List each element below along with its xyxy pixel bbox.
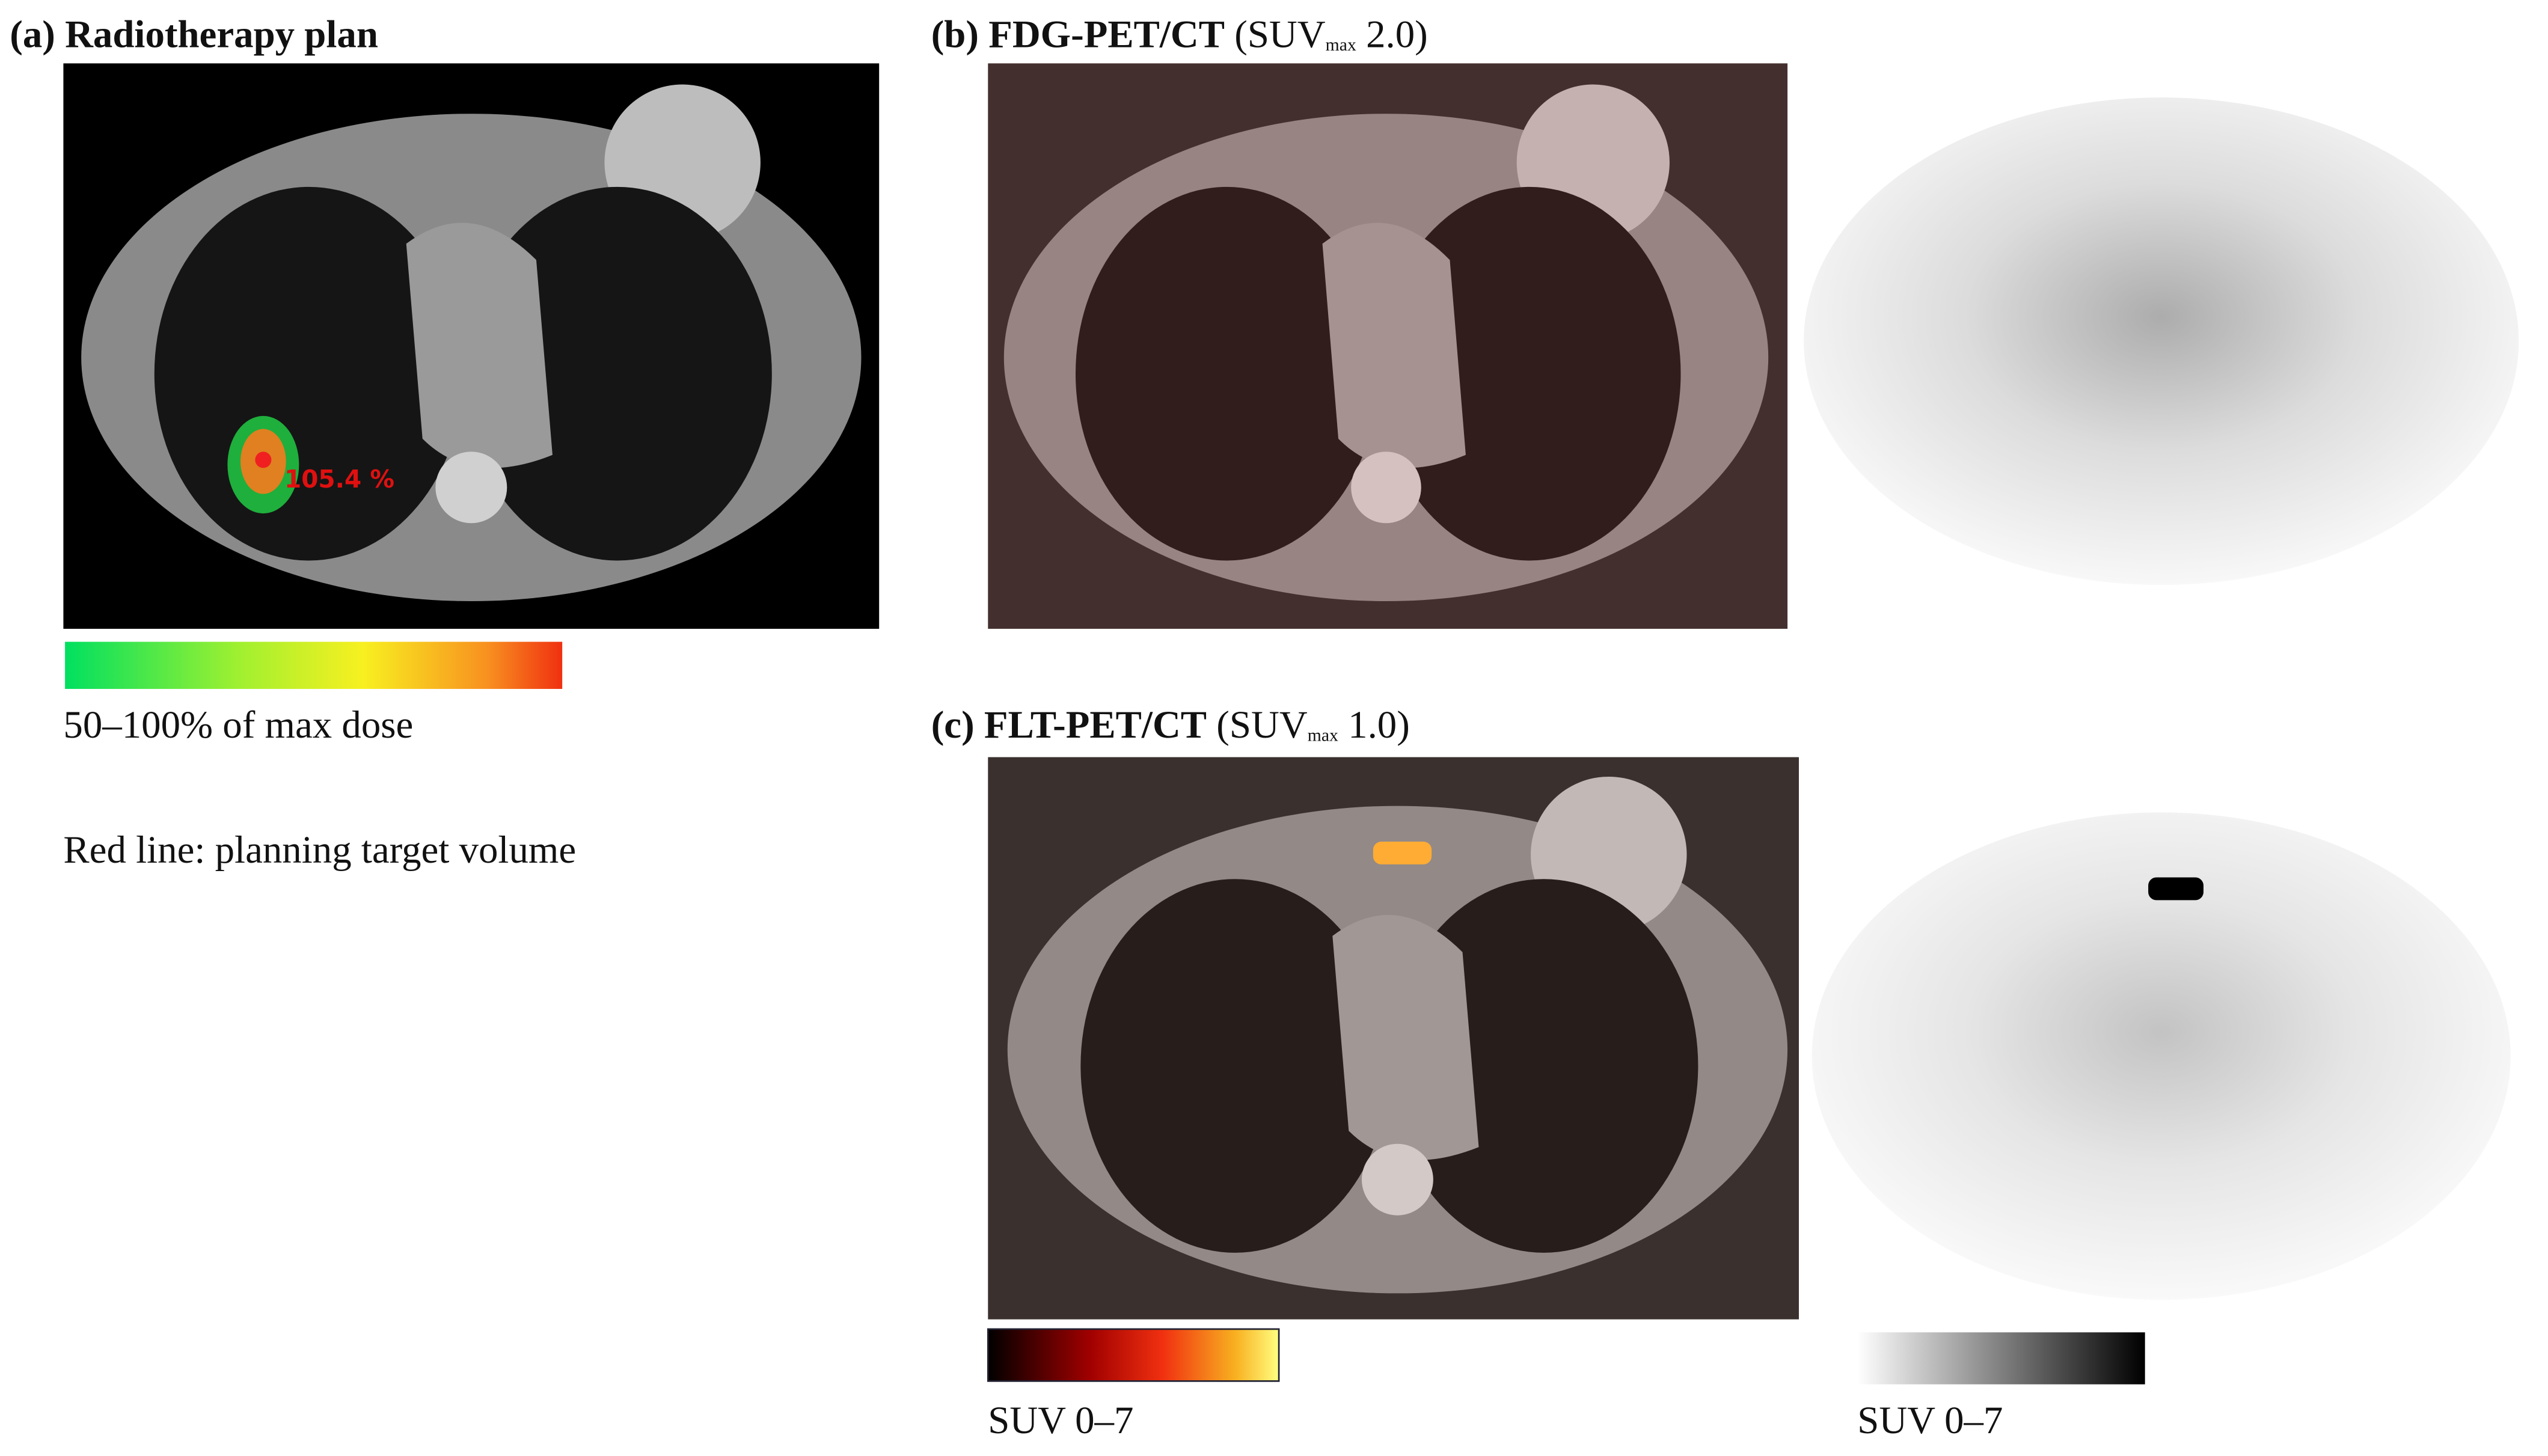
scale-label: SUV 0–7 [988, 1400, 1134, 1443]
dose-colorbar [65, 641, 563, 689]
flt-fused-image [988, 757, 1799, 1320]
fdg-fused-image [988, 63, 1788, 629]
suv-open: (SUV [1216, 705, 1308, 748]
suv-subscript: max [1307, 726, 1338, 746]
panel-title: (a) Radiotherapy plan [10, 14, 378, 57]
legend-caption: 50–100% of max dose [63, 705, 414, 748]
title-text: (c) FLT-PET/CT [931, 705, 1207, 748]
suv-open: (SUV [1234, 14, 1326, 57]
suv-close: 2.0) [1366, 14, 1428, 57]
ct-dose-image [63, 63, 880, 629]
suv-close: 1.0) [1348, 705, 1410, 748]
fdg-pet-image [1804, 97, 2519, 586]
flt-pet-image [1811, 812, 2511, 1300]
grey-colorbar [1857, 1332, 2145, 1384]
suv-subscript: max [1325, 35, 1356, 55]
panel-title: (c) FLT-PET/CT (SUVmax 1.0) [931, 707, 1410, 746]
scale-label: SUV 0–7 [1857, 1400, 2003, 1443]
panel-title: (b) FDG-PET/CT (SUVmax 2.0) [931, 16, 1428, 55]
dose-label: 105.4 % [284, 465, 394, 494]
note: Red line: planning target volume [63, 830, 577, 873]
title-text: (b) FDG-PET/CT [931, 14, 1225, 57]
hot-colorbar [987, 1328, 1280, 1382]
